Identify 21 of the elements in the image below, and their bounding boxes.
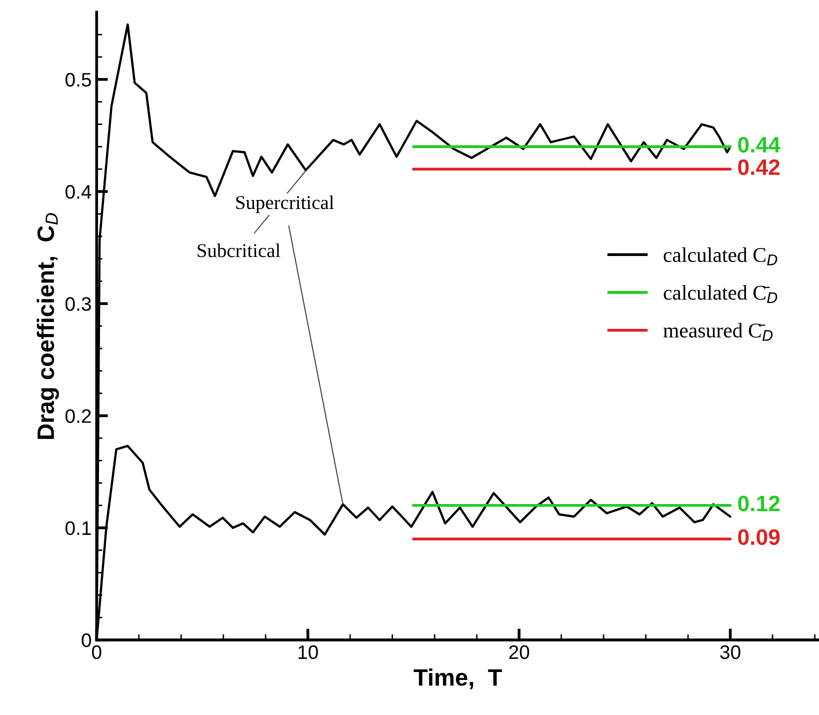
x-tick-label: 20 bbox=[509, 645, 530, 660]
legend-label: calculated C̄$_{D}$ bbox=[664, 285, 778, 304]
y-axis-title: Drag coefficient, C$_{D}$ bbox=[36, 213, 59, 439]
y-tick-label: 0.5 bbox=[66, 72, 91, 87]
y-tick-label: 0.3 bbox=[66, 297, 91, 311]
x-tick-label: 10 bbox=[298, 645, 318, 660]
x-tick-label: 30 bbox=[720, 645, 740, 660]
x-axis-title: Time, T bbox=[414, 668, 502, 690]
legend-label: calculated C$_{D}$ bbox=[664, 247, 778, 266]
data-label: 0.09 bbox=[738, 529, 780, 545]
y-tick-label: 0 bbox=[82, 633, 92, 648]
y-tick-label: 0.2 bbox=[66, 409, 91, 423]
data-label: 0.44 bbox=[738, 136, 780, 153]
data-label: 0.12 bbox=[738, 496, 780, 512]
legend-label: measured C̄$_{D}$ bbox=[663, 322, 773, 341]
x-tick-label: 0 bbox=[92, 645, 102, 660]
y-tick-label: 0.1 bbox=[66, 521, 91, 536]
y-tick-label: 0.4 bbox=[66, 184, 92, 199]
annotation: Subcritical bbox=[198, 244, 280, 258]
data-label: 0.42 bbox=[738, 159, 780, 176]
annotation: Supercritical bbox=[236, 195, 334, 214]
